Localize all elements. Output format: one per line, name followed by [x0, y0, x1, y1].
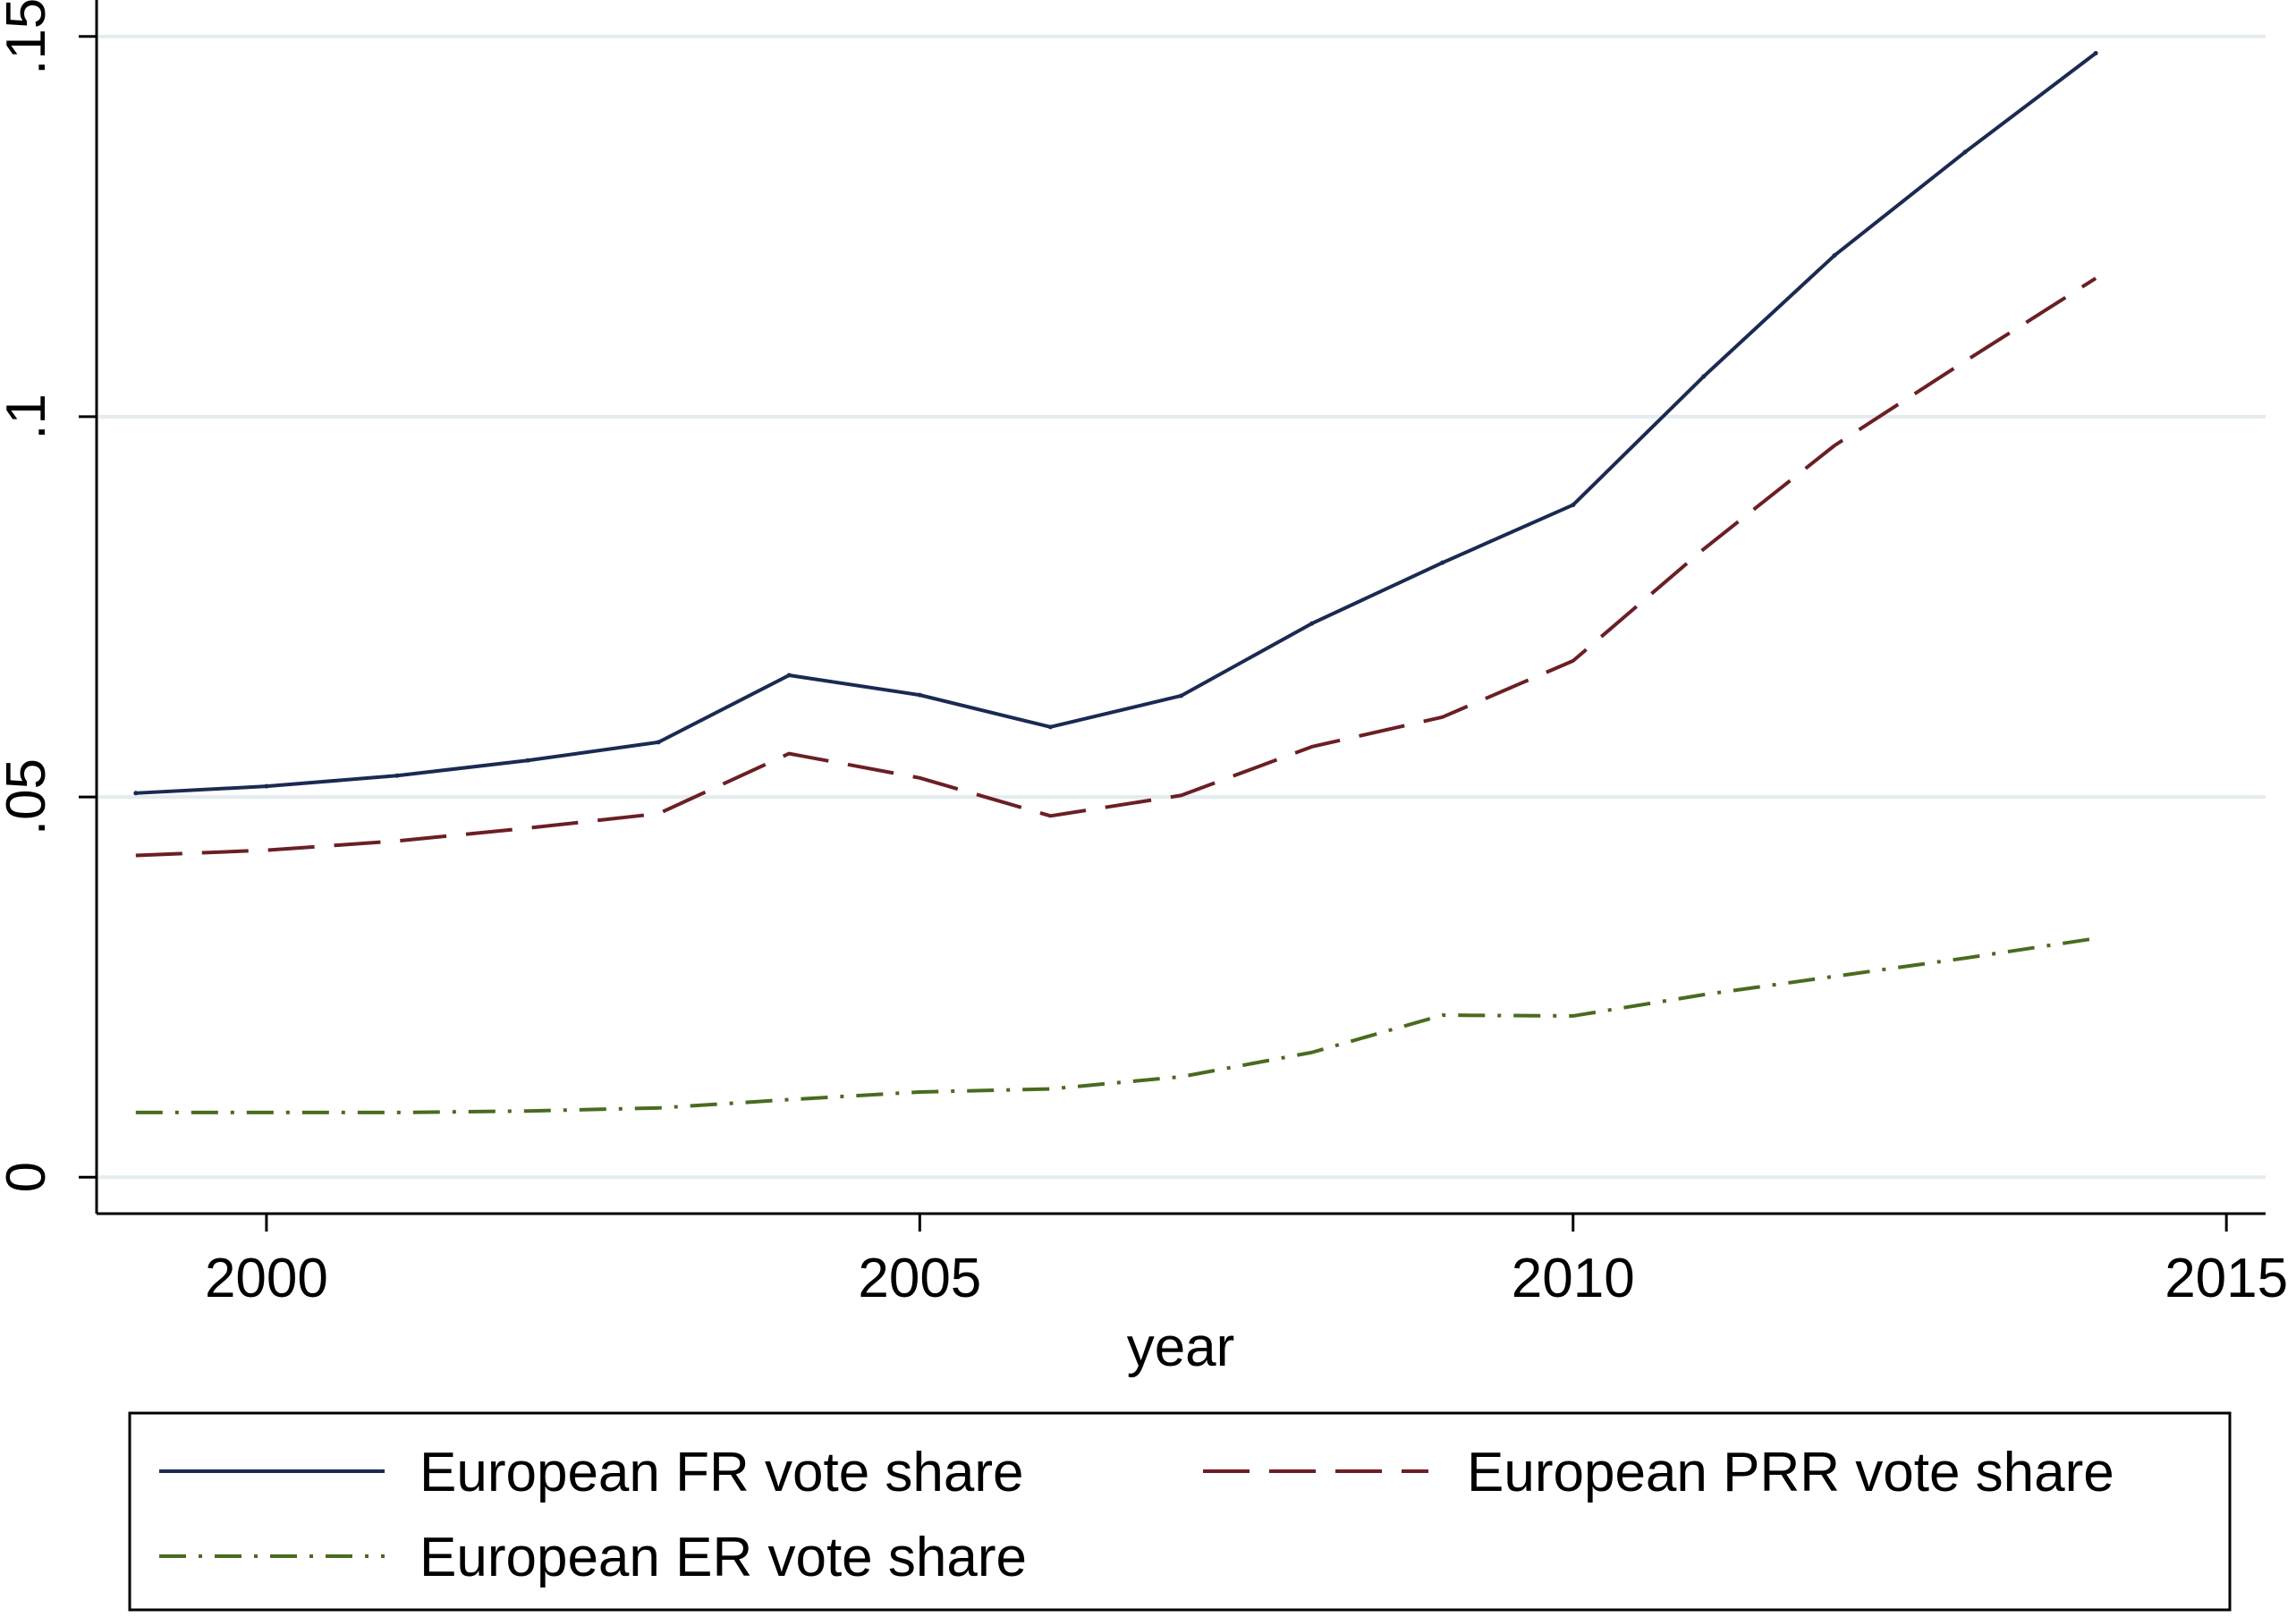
point-european-er-vote-share-2003 — [657, 1105, 661, 1110]
point-european-fr-vote-share-2003 — [656, 740, 661, 745]
point-european-fr-vote-share-2005 — [917, 692, 922, 698]
point-european-er-vote-share-2006 — [1048, 1087, 1053, 1091]
x-axis-title: year — [1127, 1316, 1235, 1378]
series-line-european-fr-vote-share — [135, 51, 2097, 795]
point-european-fr-vote-share-2009 — [1440, 560, 1445, 565]
point-european-fr-vote-share-2011 — [1701, 374, 1707, 379]
point-european-fr-vote-share-2001 — [394, 773, 400, 778]
point-european-er-vote-share-2013 — [1963, 956, 1968, 961]
point-european-prr-vote-share-2012 — [1832, 444, 1836, 448]
point-european-prr-vote-share-2001 — [394, 839, 399, 843]
point-european-er-vote-share-2014 — [2094, 936, 2098, 941]
legend-label-er: European ER vote share — [419, 1527, 1027, 1588]
point-european-fr-vote-share-2007 — [1179, 693, 1183, 698]
point-european-prr-vote-share-1999 — [133, 853, 138, 858]
point-european-prr-vote-share-2005 — [918, 775, 922, 780]
point-european-prr-vote-share-2000 — [264, 848, 268, 852]
legend: European FR vote share European PRR vote… — [128, 1411, 2232, 1612]
series-line-european-prr-vote-share — [135, 276, 2097, 858]
point-european-er-vote-share-2005 — [918, 1089, 922, 1094]
point-european-fr-vote-share-2013 — [1962, 149, 1968, 155]
point-european-prr-vote-share-2008 — [1309, 744, 1314, 749]
point-european-prr-vote-share-2013 — [1963, 359, 1968, 363]
y-tick-label-2: .1 — [0, 394, 57, 440]
point-european-fr-vote-share-2002 — [525, 758, 530, 763]
point-european-fr-vote-share-2008 — [1309, 621, 1315, 626]
point-european-prr-vote-share-2002 — [526, 825, 530, 830]
point-european-fr-vote-share-2000 — [264, 783, 269, 789]
point-european-prr-vote-share-2004 — [787, 751, 792, 756]
axes — [95, 0, 2266, 1215]
x-tick-label-2: 2010 — [1512, 1248, 1635, 1309]
point-european-er-vote-share-2004 — [787, 1097, 792, 1102]
x-tick-label-1: 2005 — [858, 1248, 981, 1309]
legend-label-fr: European FR vote share — [419, 1442, 1024, 1503]
y-ticks: 0 .05 .1 .15 — [0, 0, 97, 1192]
point-european-prr-vote-share-2003 — [657, 811, 661, 816]
point-european-fr-vote-share-2014 — [2093, 51, 2098, 56]
point-european-fr-vote-share-2006 — [1047, 724, 1053, 730]
point-european-er-vote-share-2009 — [1440, 1013, 1445, 1018]
point-european-prr-vote-share-2007 — [1179, 793, 1183, 798]
y-tick-label-3: .15 — [0, 0, 57, 75]
point-european-prr-vote-share-2009 — [1440, 715, 1445, 719]
legend-label-prr: European PRR vote share — [1467, 1442, 2114, 1503]
point-european-er-vote-share-2012 — [1832, 974, 1836, 978]
x-tick-label-0: 2000 — [205, 1248, 328, 1309]
point-european-fr-vote-share-2004 — [786, 673, 792, 678]
point-european-er-vote-share-2002 — [526, 1109, 530, 1113]
point-european-er-vote-share-1999 — [133, 1110, 138, 1114]
point-european-fr-vote-share-2010 — [1571, 503, 1576, 508]
legend-box — [128, 1411, 2232, 1612]
point-european-er-vote-share-2008 — [1309, 1050, 1314, 1054]
point-european-fr-vote-share-1999 — [133, 791, 139, 796]
x-tick-label-3: 2015 — [2165, 1248, 2288, 1309]
point-european-prr-vote-share-2014 — [2094, 276, 2098, 281]
y-tick-label-1: .05 — [0, 758, 57, 835]
point-european-er-vote-share-2001 — [394, 1110, 399, 1114]
y-tick-label-0: 0 — [0, 1162, 57, 1192]
point-european-prr-vote-share-2006 — [1048, 814, 1053, 818]
point-european-prr-vote-share-2010 — [1571, 658, 1575, 663]
x-ticks: 2000 2005 2010 2015 — [205, 1214, 2288, 1309]
point-european-er-vote-share-2011 — [1701, 993, 1706, 997]
point-european-prr-vote-share-2011 — [1701, 546, 1706, 551]
point-european-er-vote-share-2007 — [1179, 1074, 1183, 1079]
point-european-fr-vote-share-2012 — [1832, 253, 1837, 258]
series-lines — [133, 51, 2098, 1114]
point-european-er-vote-share-2010 — [1571, 1013, 1575, 1018]
point-european-er-vote-share-2000 — [264, 1110, 268, 1114]
